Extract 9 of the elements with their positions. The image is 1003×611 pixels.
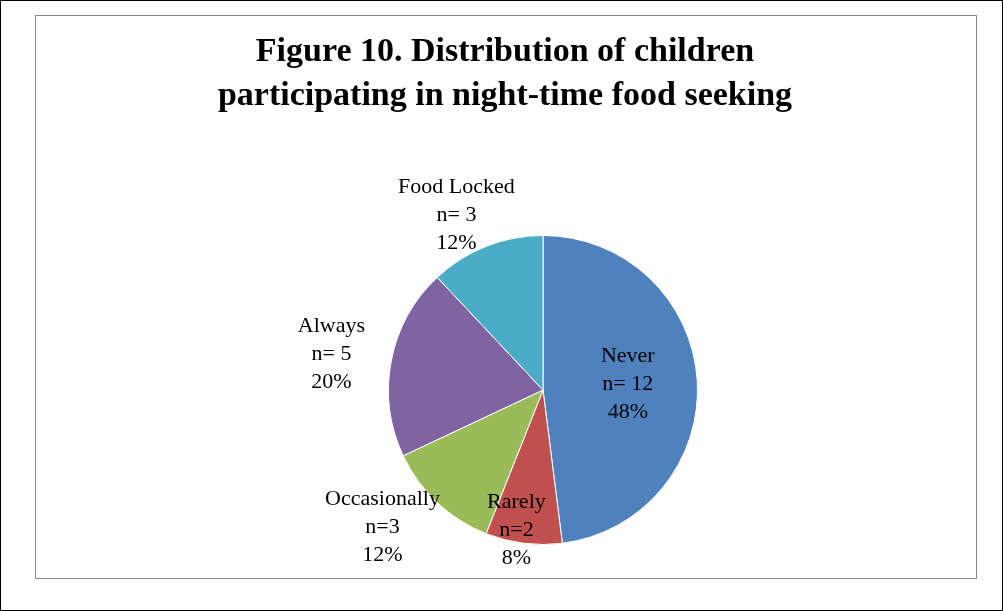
slice-label: Never (600, 342, 656, 368)
slice-label: Food Locked (398, 172, 515, 198)
data-label: n=2 8% (499, 515, 534, 569)
chart-title: Figure 10. Distribution of children participating in night-time food seeking (216, 30, 794, 114)
data-label: n=3 12% (362, 513, 403, 567)
data-label: n= 3 12% (436, 200, 477, 254)
slice-label: Always (297, 312, 366, 338)
data-label: n= 12 48% (602, 370, 654, 424)
data-label: n= 5 20% (311, 340, 352, 394)
